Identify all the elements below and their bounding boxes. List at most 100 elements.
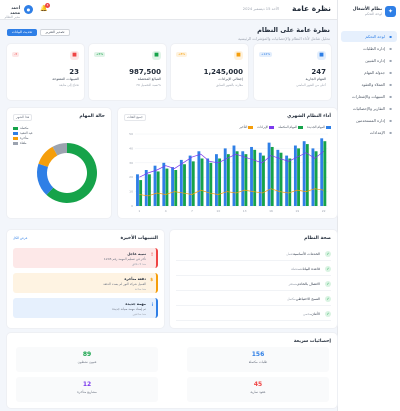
bar[interactable] — [232, 145, 236, 206]
legend-item[interactable]: الإيرادات — [257, 125, 275, 129]
notification-item[interactable]: $ دفعة متأخرة العميل شركة النور لم يسدد ال… — [13, 273, 158, 293]
bar[interactable] — [162, 162, 166, 206]
quick-stats-title: إحصائيات سريعة — [293, 339, 331, 344]
sidebar-item-9[interactable]: ▪ الإعدادات — [341, 127, 397, 138]
chart-legend: المهام الجديدة المهام المكتملة الإيرادات ال… — [239, 125, 331, 129]
bar[interactable] — [285, 155, 289, 206]
bar[interactable] — [183, 164, 186, 206]
quick-stat: 156 طلبات مكتملة — [187, 347, 329, 372]
notification-item[interactable]: ! تنبيه عاجل تأخر في تسليم المهمة رقم 1245… — [13, 248, 158, 268]
legend-item[interactable]: المهام المكتملة — [278, 125, 304, 129]
notifications-title: التنبيهات الأخيرة — [120, 236, 158, 241]
bar[interactable] — [262, 155, 265, 206]
sidebar-item-5[interactable]: ▪ العملاء والعقود — [341, 79, 397, 90]
check-icon: ✓ — [325, 266, 331, 272]
health-label: الخدمات الأساسية — [292, 252, 320, 256]
export-button[interactable]: تصدير التقرير — [40, 29, 70, 36]
alert-icon: ■ — [70, 51, 79, 60]
bar[interactable] — [241, 151, 245, 206]
category-select[interactable]: جميع الفئات — [124, 114, 146, 121]
bar[interactable] — [235, 151, 239, 206]
sidebar-item-8[interactable]: ▪ إدارة المستخدمين — [341, 115, 397, 126]
bar[interactable] — [297, 148, 300, 206]
bar[interactable] — [302, 141, 306, 206]
check-icon: ✓ — [325, 296, 331, 302]
quick-stat-label: مشاريع متأخرة — [77, 390, 97, 394]
bar[interactable] — [305, 144, 309, 206]
donut-slice[interactable] — [46, 143, 97, 203]
bar[interactable] — [323, 141, 327, 206]
stat-value: 1,245,000 — [203, 68, 243, 76]
bar[interactable] — [276, 149, 280, 206]
sidebar-item-6[interactable]: ▪ التنبيهات والإشعارات — [341, 91, 397, 102]
users-icon: ▪ — [389, 118, 392, 123]
bar[interactable] — [144, 170, 148, 206]
sidebar-item-7[interactable]: ▪ التقارير والإحصائيات — [341, 103, 397, 114]
bar[interactable] — [320, 138, 324, 206]
bar[interactable] — [165, 168, 169, 206]
view-all-link[interactable]: عرض الكل — [13, 236, 28, 240]
bar[interactable] — [311, 148, 315, 206]
legend-label: المهام الجديدة — [307, 125, 325, 129]
sidebar-item-1[interactable]: ▪ لوحة التحكم — [341, 31, 397, 42]
health-value: محمي — [303, 312, 312, 316]
bar[interactable] — [253, 149, 257, 206]
sidebar-item-2[interactable]: ▪ إدارة الطلبات — [341, 43, 397, 54]
bar[interactable] — [171, 167, 175, 206]
sidebar-item-4[interactable]: ▪ جدولة المهام — [341, 67, 397, 78]
bar[interactable] — [279, 152, 283, 206]
clients-icon: ▪ — [389, 82, 392, 87]
sidebar-item-label: إدارة الطلبات — [363, 46, 385, 51]
stat-value: 23 — [69, 68, 79, 76]
bar[interactable] — [179, 159, 183, 206]
bar[interactable] — [226, 154, 230, 206]
bar[interactable] — [288, 158, 292, 206]
bar[interactable] — [191, 161, 195, 206]
bar[interactable] — [156, 171, 160, 206]
donut-slice[interactable] — [37, 163, 54, 195]
bar[interactable] — [139, 180, 143, 206]
bar[interactable] — [218, 158, 222, 206]
user-info[interactable]: أحمد محمد مدير النظام — [4, 5, 20, 19]
bar[interactable] — [209, 162, 213, 206]
task-status-title: حالة المهام — [79, 114, 105, 119]
bell-icon[interactable]: 🔔 — [40, 5, 48, 12]
legend-item[interactable]: التأخير — [239, 125, 254, 129]
bar[interactable] — [258, 152, 262, 206]
stat-note: مقارنة بالشهر السابق — [216, 83, 243, 87]
bar[interactable] — [200, 158, 204, 206]
bar[interactable] — [174, 170, 178, 206]
bar[interactable] — [223, 148, 227, 206]
legend-item[interactable]: المهام الجديدة — [307, 125, 331, 129]
bar[interactable] — [270, 146, 274, 206]
avatar[interactable]: ● — [24, 5, 33, 14]
bar[interactable] — [197, 151, 201, 206]
notification-item[interactable]: i مهمة جديدة تم إسناد مهمة صيانة جديدة منذ … — [13, 298, 158, 318]
bar[interactable] — [244, 154, 248, 206]
bar[interactable] — [293, 145, 297, 206]
bar[interactable] — [267, 142, 271, 206]
period-select[interactable]: هذا الشهر — [13, 114, 33, 121]
sidebar-item-label: إدارة المستخدمين — [356, 118, 385, 123]
bar[interactable] — [206, 158, 210, 206]
refresh-button[interactable]: تحديث البيانات — [7, 29, 37, 36]
bar[interactable] — [153, 165, 157, 206]
donut-slice[interactable] — [52, 143, 67, 156]
bar[interactable] — [314, 151, 318, 206]
bar[interactable] — [188, 155, 192, 206]
x-tick-label: 4 — [165, 209, 167, 213]
stat-card: ■ -3 23 التنبيهات المفتوحة تحتاج إلى متابعة — [7, 44, 84, 100]
health-label: قاعدة البيانات — [299, 267, 320, 271]
stat-card: ■ +8% 1,245,000 إجمالي الإيرادات مقارنة بالش… — [171, 44, 248, 100]
legend-swatch — [326, 125, 331, 129]
donut-slice[interactable] — [38, 146, 58, 167]
sidebar-item-3[interactable]: ▪ إدارة الفنيين — [341, 55, 397, 66]
stat-note: نسبة التحصيل 79% — [136, 83, 161, 87]
series-line — [139, 151, 324, 178]
bar[interactable] — [147, 174, 151, 206]
bar[interactable] — [215, 154, 218, 206]
page-title: نظرة عامة — [292, 4, 331, 13]
logo-icon: ✦ — [385, 6, 396, 17]
bar[interactable] — [136, 174, 139, 206]
bar[interactable] — [250, 146, 253, 206]
